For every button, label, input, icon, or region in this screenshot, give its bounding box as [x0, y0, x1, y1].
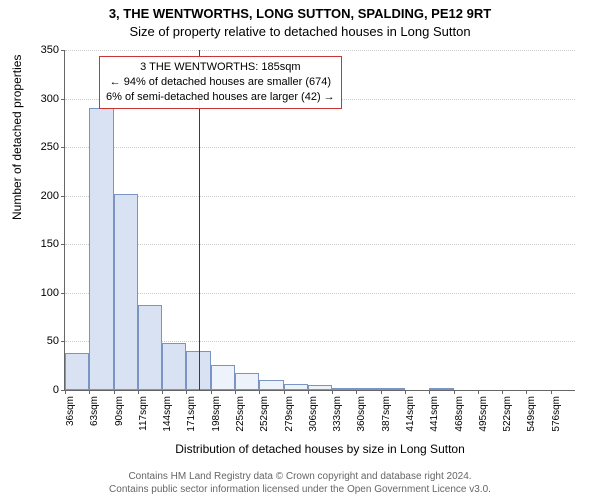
xtick-label: 387sqm — [381, 396, 392, 432]
xtick-mark — [89, 390, 90, 394]
xtick-mark — [429, 390, 430, 394]
x-axis-label: Distribution of detached houses by size … — [65, 442, 575, 456]
ytick-mark — [61, 341, 65, 342]
histogram-bar — [65, 353, 89, 390]
ytick-label: 350 — [41, 44, 59, 56]
xtick-mark — [526, 390, 527, 394]
xtick-label: 414sqm — [405, 396, 416, 432]
xtick-mark — [502, 390, 503, 394]
histogram-bar — [284, 384, 308, 390]
histogram-bar — [162, 343, 186, 390]
xtick-mark — [381, 390, 382, 394]
histogram-bar — [308, 385, 332, 390]
ytick-mark — [61, 293, 65, 294]
xtick-mark — [138, 390, 139, 394]
chart-subtitle: Size of property relative to detached ho… — [0, 22, 600, 39]
chart-container: 3, THE WENTWORTHS, LONG SUTTON, SPALDING… — [0, 0, 600, 500]
histogram-bar — [429, 388, 453, 390]
xtick-mark — [186, 390, 187, 394]
xtick-label: 225sqm — [235, 396, 246, 432]
xtick-label: 252sqm — [259, 396, 270, 432]
annotation-box: 3 THE WENTWORTHS: 185sqm← 94% of detache… — [99, 56, 342, 109]
xtick-mark — [551, 390, 552, 394]
y-axis-label: Number of detached properties — [10, 55, 24, 220]
xtick-label: 117sqm — [138, 396, 149, 431]
footer-line-2: Contains public sector information licen… — [0, 484, 600, 497]
gridline — [65, 244, 575, 245]
ytick-mark — [61, 244, 65, 245]
plot-area: Distribution of detached houses by size … — [64, 50, 575, 391]
xtick-mark — [211, 390, 212, 394]
xtick-mark — [478, 390, 479, 394]
chart-title: 3, THE WENTWORTHS, LONG SUTTON, SPALDING… — [0, 0, 600, 22]
histogram-bar — [235, 373, 259, 390]
gridline — [65, 293, 575, 294]
xtick-label: 522sqm — [502, 396, 513, 432]
gridline — [65, 50, 575, 51]
xtick-label: 306sqm — [308, 396, 319, 432]
xtick-label: 495sqm — [478, 396, 489, 432]
histogram-bar — [356, 388, 380, 390]
xtick-label: 144sqm — [162, 396, 173, 432]
annotation-line-3: 6% of semi-detached houses are larger (4… — [106, 90, 335, 105]
annotation-line-1: 3 THE WENTWORTHS: 185sqm — [106, 60, 335, 75]
ytick-mark — [61, 50, 65, 51]
histogram-bar — [114, 194, 138, 390]
footer-attribution: Contains HM Land Registry data © Crown c… — [0, 471, 600, 496]
xtick-mark — [114, 390, 115, 394]
xtick-mark — [162, 390, 163, 394]
xtick-mark — [356, 390, 357, 394]
xtick-mark — [65, 390, 66, 394]
ytick-mark — [61, 196, 65, 197]
ytick-label: 300 — [41, 93, 59, 105]
xtick-label: 90sqm — [114, 396, 125, 426]
xtick-label: 576sqm — [551, 396, 562, 432]
ytick-label: 250 — [41, 141, 59, 153]
ytick-label: 150 — [41, 238, 59, 250]
xtick-mark — [454, 390, 455, 394]
xtick-mark — [235, 390, 236, 394]
xtick-label: 360sqm — [356, 396, 367, 432]
histogram-bar — [332, 388, 356, 390]
xtick-label: 279sqm — [284, 396, 295, 432]
xtick-label: 36sqm — [65, 396, 76, 426]
ytick-label: 200 — [41, 190, 59, 202]
annotation-line-2: ← 94% of detached houses are smaller (67… — [106, 75, 335, 90]
xtick-mark — [259, 390, 260, 394]
xtick-label: 549sqm — [526, 396, 537, 432]
ytick-label: 0 — [53, 384, 59, 396]
xtick-mark — [308, 390, 309, 394]
gridline — [65, 147, 575, 148]
ytick-label: 100 — [41, 287, 59, 299]
xtick-label: 63sqm — [89, 396, 100, 426]
xtick-label: 468sqm — [454, 396, 465, 432]
histogram-bar — [138, 305, 162, 390]
xtick-mark — [405, 390, 406, 394]
histogram-bar — [381, 388, 405, 390]
xtick-label: 333sqm — [332, 396, 343, 432]
xtick-mark — [284, 390, 285, 394]
xtick-mark — [332, 390, 333, 394]
xtick-label: 441sqm — [429, 396, 440, 432]
histogram-bar — [89, 108, 113, 390]
histogram-bar — [259, 380, 283, 390]
gridline — [65, 196, 575, 197]
footer-line-1: Contains HM Land Registry data © Crown c… — [0, 471, 600, 484]
ytick-mark — [61, 147, 65, 148]
ytick-mark — [61, 99, 65, 100]
histogram-bar — [211, 365, 235, 390]
xtick-label: 198sqm — [211, 396, 222, 432]
xtick-label: 171sqm — [186, 396, 197, 432]
ytick-label: 50 — [47, 335, 59, 347]
